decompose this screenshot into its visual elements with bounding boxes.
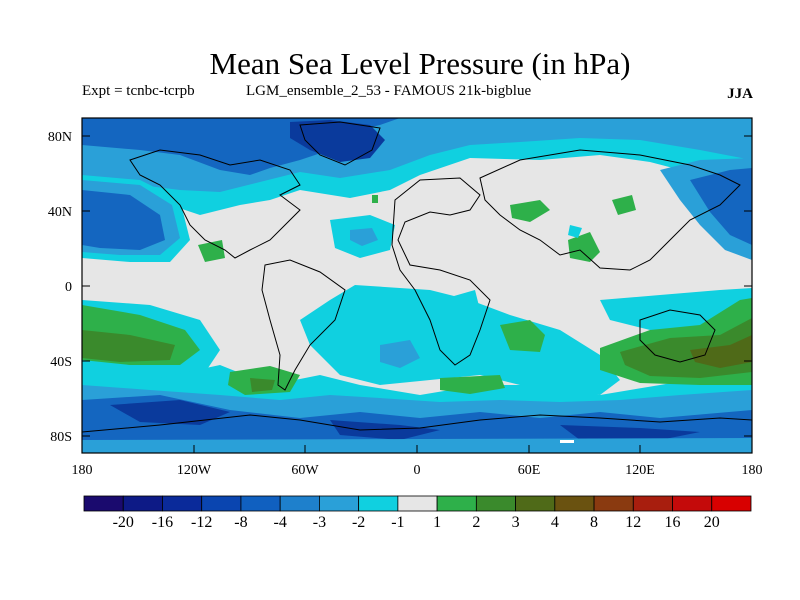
north-america-coast: [129, 149, 301, 259]
colorbar-label: -8: [234, 514, 247, 531]
greenland-coast: [299, 121, 381, 166]
colorbar-swatch: [358, 495, 399, 512]
patagonia-dark-green: [250, 378, 275, 392]
lon-label-120e: 120E: [625, 463, 655, 478]
colorbar-label: -4: [274, 514, 287, 531]
colorbar-label: 20: [704, 514, 720, 531]
colorbar-label: 12: [625, 514, 641, 531]
colorbar-swatch: [672, 495, 713, 512]
lon-tick-marks: [81, 445, 753, 453]
colorbar-swatch: [632, 495, 673, 512]
colorbar-label: 4: [551, 514, 559, 531]
colorbar-label: 8: [590, 514, 598, 531]
experiment-label: Expt = tcnbc-tcrpb: [82, 83, 195, 99]
colorbar-swatch: [554, 495, 595, 512]
season-label: JJA: [727, 86, 753, 102]
asia-green: [612, 195, 636, 215]
ensemble-label: LGM_ensemble_2_53 - FAMOUS 21k-bigblue: [246, 83, 532, 99]
madagascar-green: [500, 320, 545, 352]
colorbar-swatch: [319, 495, 360, 512]
lat-label-40n: 40N: [48, 205, 72, 220]
south-deep-blue-2: [330, 420, 440, 440]
antarctic-white-patch: [560, 440, 574, 443]
colorbar-swatch: [515, 495, 556, 512]
colorbar-swatch: [475, 495, 516, 512]
iceland-green: [372, 195, 378, 203]
atlantic-light-blue: [350, 228, 378, 246]
coastlines: [82, 121, 752, 433]
australia-coast: [639, 309, 716, 363]
lat-label-40s: 40S: [50, 355, 72, 370]
antarctica-coast: [82, 414, 752, 433]
west-africa-cyan: [308, 310, 340, 332]
south-america-coast: [261, 259, 346, 391]
map-title: Mean Sea Level Pressure (in hPa): [209, 46, 631, 81]
south-deep-blue: [110, 400, 230, 425]
colorbar-swatch: [201, 495, 242, 512]
colorbar-label: -3: [313, 514, 326, 531]
colorbar-swatch: [162, 495, 203, 512]
indian-ocean-cyan: [440, 290, 485, 360]
lat-tick-marks: [82, 135, 752, 437]
lon-label-180e: 180: [742, 463, 763, 478]
south-pacific-dark-green: [82, 330, 175, 362]
lon-label-0: 0: [414, 463, 421, 478]
australia-olive: [690, 335, 752, 368]
colorbar-label: -16: [152, 514, 173, 531]
colorbar-label: -12: [191, 514, 212, 531]
north-pacific-blue: [82, 190, 165, 250]
mediterranean-green: [510, 200, 550, 222]
tibet-cyan: [568, 225, 582, 238]
south-atlantic-blue: [380, 340, 420, 368]
asia-coast: [479, 149, 741, 271]
lat-label-80n: 80N: [48, 130, 72, 145]
lon-label-60w: 60W: [291, 463, 319, 478]
colorbar-swatch: [593, 495, 634, 512]
colorbar-label: 1: [433, 514, 441, 531]
map-field: [82, 118, 752, 453]
lon-label-180w: 180: [72, 463, 93, 478]
colorbar-swatch: [279, 495, 320, 512]
colorbar-label: 16: [665, 514, 681, 531]
colorbar-swatch: [122, 495, 163, 512]
south-atlantic-green: [440, 375, 505, 394]
eastern-pacific-green: [198, 240, 225, 262]
lat-label-80s: 80S: [50, 430, 72, 445]
colorbar-swatch: [240, 495, 281, 512]
east-asia-mid-blue: [690, 168, 752, 245]
colorbar-label: -2: [352, 514, 365, 531]
colorbar-label: 3: [512, 514, 520, 531]
colorbar-label: 2: [472, 514, 480, 531]
colorbar-label: -1: [391, 514, 404, 531]
colorbar-swatch: [397, 495, 438, 512]
colorbar-swatch: [711, 495, 752, 512]
colorbar: -20 -16 -12 -8 -4 -3 -2 -1 1 2 3 4 8 12 16 20: [83, 495, 752, 531]
lon-label-120w: 120W: [177, 463, 212, 478]
greenland-deep-blue: [290, 120, 385, 162]
colorbar-label: -20: [113, 514, 134, 531]
lat-label-0: 0: [65, 280, 72, 295]
south-asia-green: [568, 232, 600, 262]
colorbar-swatch: [436, 495, 477, 512]
south-deep-blue-3: [560, 425, 700, 442]
europe-africa-coast: [391, 177, 491, 366]
colorbar-swatch: [83, 495, 124, 512]
lon-label-60e: 60E: [518, 463, 541, 478]
